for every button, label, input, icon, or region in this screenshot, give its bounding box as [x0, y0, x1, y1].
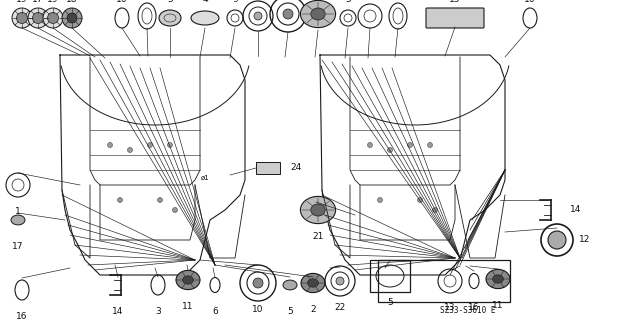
Text: 12: 12 — [579, 236, 591, 244]
Circle shape — [336, 277, 344, 285]
Circle shape — [548, 231, 566, 249]
Circle shape — [43, 8, 63, 28]
Text: 6: 6 — [212, 307, 218, 316]
Ellipse shape — [11, 215, 25, 225]
Circle shape — [408, 142, 413, 148]
Ellipse shape — [159, 10, 181, 26]
Text: 1: 1 — [367, 0, 373, 2]
Circle shape — [118, 197, 123, 203]
Ellipse shape — [311, 8, 325, 20]
Circle shape — [367, 142, 372, 148]
Circle shape — [108, 142, 113, 148]
Text: 8: 8 — [395, 0, 401, 2]
Text: 11: 11 — [182, 302, 194, 311]
Text: 16: 16 — [116, 0, 128, 4]
Circle shape — [48, 12, 58, 23]
Text: 15: 15 — [449, 0, 461, 4]
Text: 9: 9 — [232, 0, 238, 4]
Circle shape — [387, 148, 392, 153]
Text: 17: 17 — [32, 0, 44, 4]
Text: 14: 14 — [570, 205, 581, 214]
Text: 22: 22 — [335, 303, 345, 312]
Circle shape — [167, 142, 172, 148]
Circle shape — [16, 12, 28, 23]
Circle shape — [157, 197, 162, 203]
Circle shape — [418, 197, 423, 203]
Text: 17: 17 — [12, 242, 24, 251]
Text: 5: 5 — [167, 0, 173, 4]
Circle shape — [33, 12, 43, 23]
Text: SZ33-S3610 E: SZ33-S3610 E — [440, 306, 496, 315]
Text: 10: 10 — [252, 305, 264, 314]
Ellipse shape — [191, 11, 219, 25]
Text: 24: 24 — [290, 164, 301, 172]
Text: 18: 18 — [66, 0, 78, 4]
Ellipse shape — [301, 273, 325, 292]
Ellipse shape — [176, 270, 200, 290]
Circle shape — [428, 142, 433, 148]
Text: 22: 22 — [252, 0, 264, 2]
Bar — [378, 260, 510, 302]
Text: 11: 11 — [493, 301, 504, 310]
Text: 5: 5 — [387, 298, 393, 307]
Circle shape — [254, 12, 262, 20]
Text: 13: 13 — [444, 303, 456, 312]
Text: 2: 2 — [310, 305, 316, 314]
Text: 19: 19 — [16, 0, 28, 4]
Text: 1: 1 — [15, 207, 21, 216]
Circle shape — [172, 207, 177, 212]
Text: 3: 3 — [155, 307, 161, 316]
Bar — [256, 162, 280, 174]
Circle shape — [128, 148, 133, 153]
Circle shape — [253, 278, 263, 288]
Text: 5: 5 — [287, 307, 293, 316]
Text: 16: 16 — [16, 312, 28, 320]
Text: 4: 4 — [202, 0, 208, 4]
Circle shape — [62, 8, 82, 28]
Circle shape — [67, 13, 77, 23]
Circle shape — [283, 9, 293, 19]
Ellipse shape — [182, 276, 193, 284]
Circle shape — [377, 197, 382, 203]
Text: 14: 14 — [113, 307, 124, 316]
Text: 21: 21 — [313, 232, 324, 241]
Ellipse shape — [308, 279, 318, 287]
Text: ø1: ø1 — [201, 175, 209, 181]
Text: 8: 8 — [144, 0, 150, 2]
Bar — [370, 260, 410, 292]
FancyBboxPatch shape — [426, 8, 484, 28]
Text: 19: 19 — [47, 0, 58, 4]
Text: 5: 5 — [345, 0, 351, 4]
Circle shape — [433, 207, 438, 212]
Ellipse shape — [311, 204, 325, 216]
Ellipse shape — [283, 280, 297, 290]
Ellipse shape — [301, 196, 336, 224]
Text: 16: 16 — [524, 0, 536, 4]
Ellipse shape — [486, 269, 510, 289]
Text: 16: 16 — [468, 303, 480, 312]
Circle shape — [147, 142, 152, 148]
Circle shape — [12, 8, 32, 28]
Ellipse shape — [301, 0, 336, 28]
Circle shape — [28, 8, 48, 28]
Ellipse shape — [493, 275, 503, 283]
